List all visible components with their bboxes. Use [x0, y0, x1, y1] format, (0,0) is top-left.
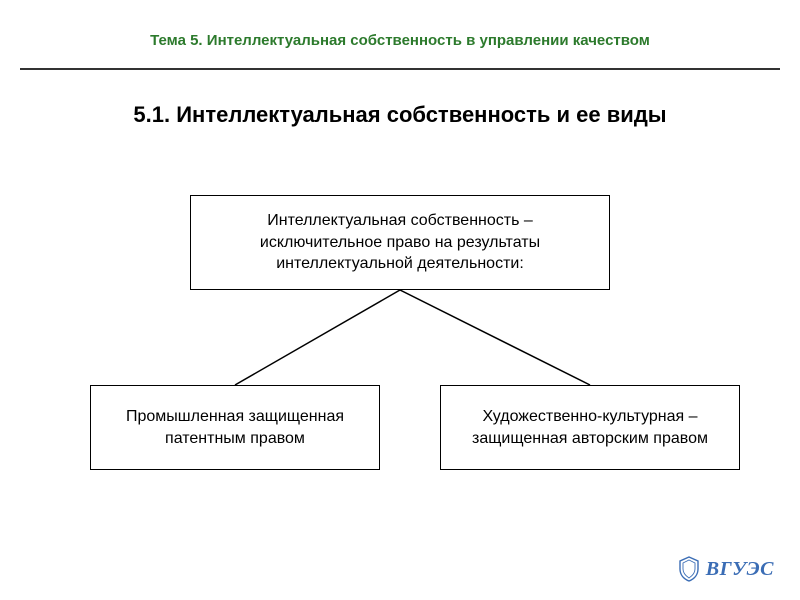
diagram-node-right-label: Художественно-культурная – защищенная ав… — [455, 406, 725, 449]
logo-text: ВГУЭС — [706, 558, 774, 581]
slide: Тема 5. Интеллектуальная собственность в… — [0, 0, 800, 600]
header-divider — [20, 68, 780, 70]
edge-root-left — [235, 290, 400, 385]
header-title-text: Интеллектуальная собственность в управле… — [207, 32, 650, 49]
slide-header: Тема 5. Интеллектуальная собственность в… — [48, 32, 752, 49]
diagram-node-left: Промышленная защищенная патентным правом — [90, 385, 380, 470]
diagram-node-root-label: Интеллектуальная собственность – исключи… — [205, 210, 595, 275]
logo: ВГУЭС — [678, 556, 774, 582]
section-title: 5.1. Интеллектуальная собственность и ее… — [60, 100, 740, 130]
edge-root-right — [400, 290, 590, 385]
diagram-node-root: Интеллектуальная собственность – исключи… — [190, 195, 610, 290]
logo-icon — [678, 556, 700, 582]
header-prefix: Тема 5. — [150, 32, 202, 49]
diagram-node-left-label: Промышленная защищенная патентным правом — [105, 406, 365, 449]
diagram-node-right: Художественно-культурная – защищенная ав… — [440, 385, 740, 470]
diagram-edges — [0, 290, 800, 390]
